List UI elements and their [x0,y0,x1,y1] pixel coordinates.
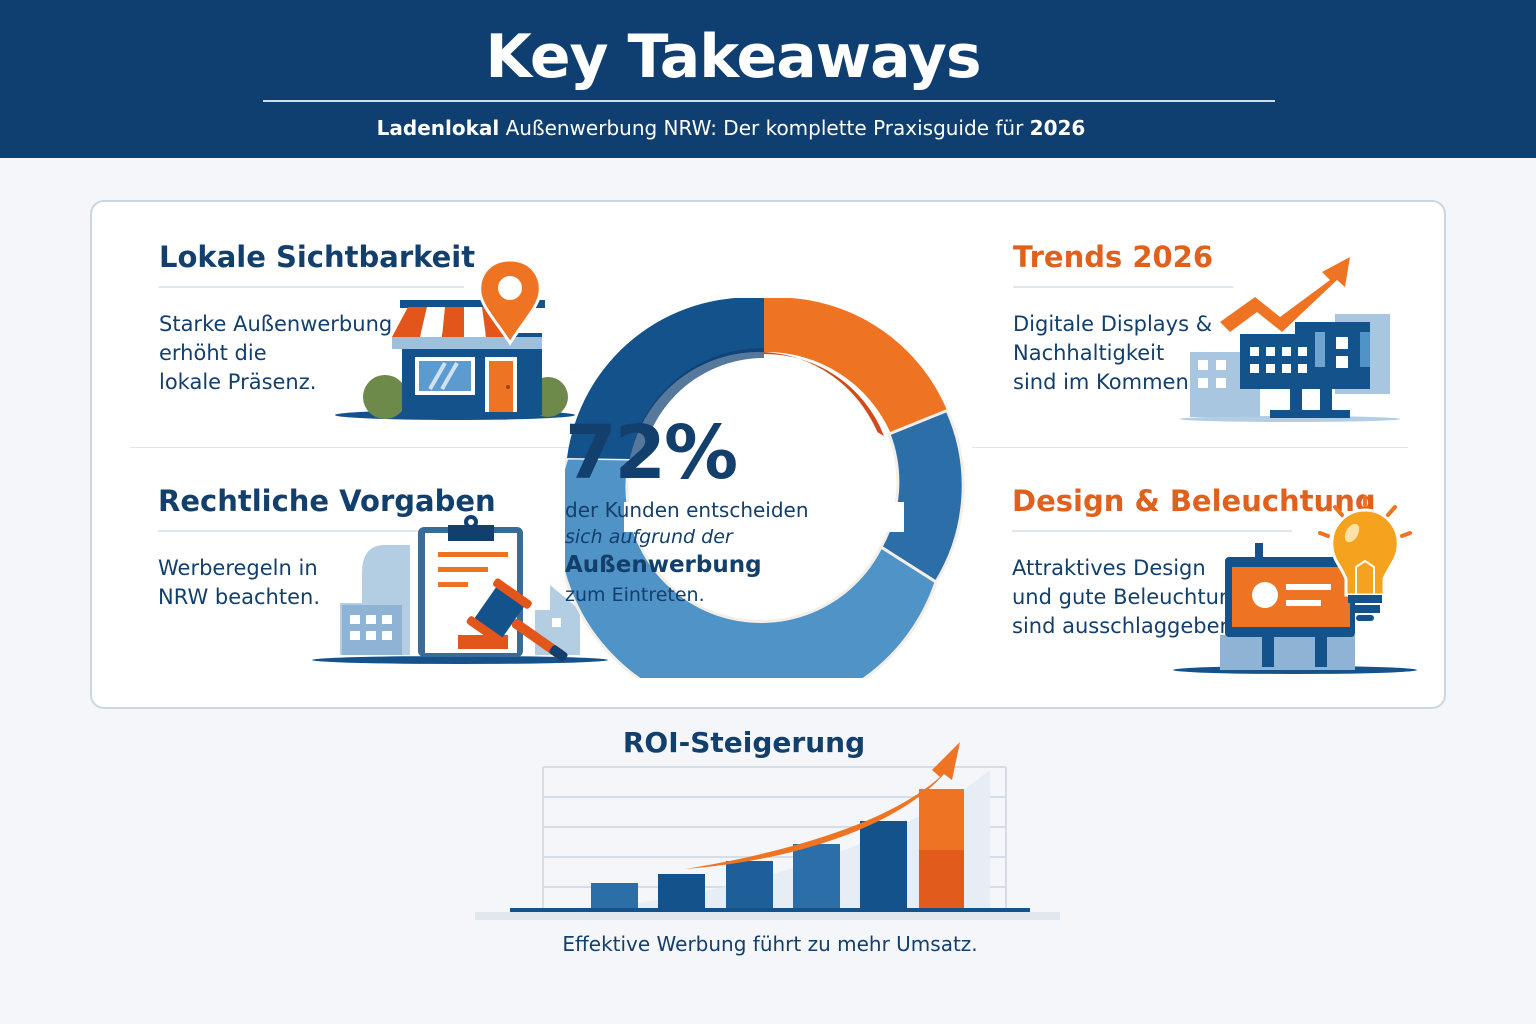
text-line: Werberegeln in [158,556,318,580]
text-line: Nachhaltigkeit [1013,341,1165,365]
section-title: Rechtliche Vorgaben [158,484,496,518]
left-divider [130,447,570,448]
section-text: Werberegeln in NRW beachten. [158,554,448,612]
text-line: NRW beachten. [158,585,321,609]
roi-bar-chart [475,742,1060,920]
text-line: Starke Außenwerbung [159,312,393,336]
section-design-lighting: Design & Beleuchtung Attraktives Design … [1012,484,1376,641]
section-text: Starke Außenwerbung erhöht die lokale Pr… [159,310,464,397]
roi-caption: Effektive Werbung führt zu mehr Umsatz. [562,932,978,956]
storefront-with-location-pin-icon [335,258,575,420]
section-legal-requirements: Rechtliche Vorgaben Werberegeln in NRW b… [158,484,496,612]
digital-display-trend-arrow-icon [1180,257,1400,422]
donut-caption-line1: der Kunden entscheiden [565,498,809,522]
text-line: erhöht die [159,341,267,365]
page-title: Key Takeaways [485,22,981,92]
right-divider [972,447,1408,448]
text-line: Attraktives Design [1012,556,1206,580]
section-title: Trends 2026 [1013,240,1214,274]
donut-ring [555,297,965,717]
billboard-lightbulb-icon [1173,495,1417,674]
donut-percentage: 72% [565,410,738,496]
section-title: Lokale Sichtbarkeit [159,240,476,274]
subtitle-bold-year: 2026 [1029,116,1086,140]
text-line: Digitale Displays & [1013,312,1213,336]
section-rule [1013,286,1233,288]
section-rule [1012,530,1292,532]
clipboard-gavel-icon [312,515,608,664]
section-text: Digitale Displays & Nachhaltigkeit sind … [1013,310,1233,397]
text-line: lokale Präsenz. [159,370,317,394]
donut-caption-line2: sich aufgrund der [565,526,733,548]
roi-title: ROI-Steigerung [622,726,866,759]
text-line: sind im Kommen. [1013,370,1196,394]
header-banner: Key Takeaways Ladenlokal Außenwerbung NR… [0,0,1536,158]
section-trends-2026: Trends 2026 Digitale Displays & Nachhalt… [1013,240,1233,397]
section-rule [158,530,428,532]
donut-chart: 72% der Kunden entscheiden sich aufgrund… [555,297,969,717]
page-subtitle: Ladenlokal Außenwerbung NRW: Der komplet… [0,116,1462,140]
subtitle-bold-ladenlokal: Ladenlokal [376,116,500,140]
section-local-visibility: Lokale Sichtbarkeit Starke Außenwerbung … [159,240,476,397]
text-line: sind ausschlaggebend. [1012,614,1253,638]
section-rule [159,286,464,288]
header-divider [263,100,1275,102]
donut-caption-line4: zum Eintreten. [565,584,705,606]
donut-caption-line3: Außenwerbung [565,552,762,578]
subtitle-text: Außenwerbung NRW: Der komplette Praxisgu… [499,116,1030,140]
text-line: und gute Beleuchtung [1012,585,1246,609]
section-text: Attraktives Design und gute Beleuchtung … [1012,554,1312,641]
